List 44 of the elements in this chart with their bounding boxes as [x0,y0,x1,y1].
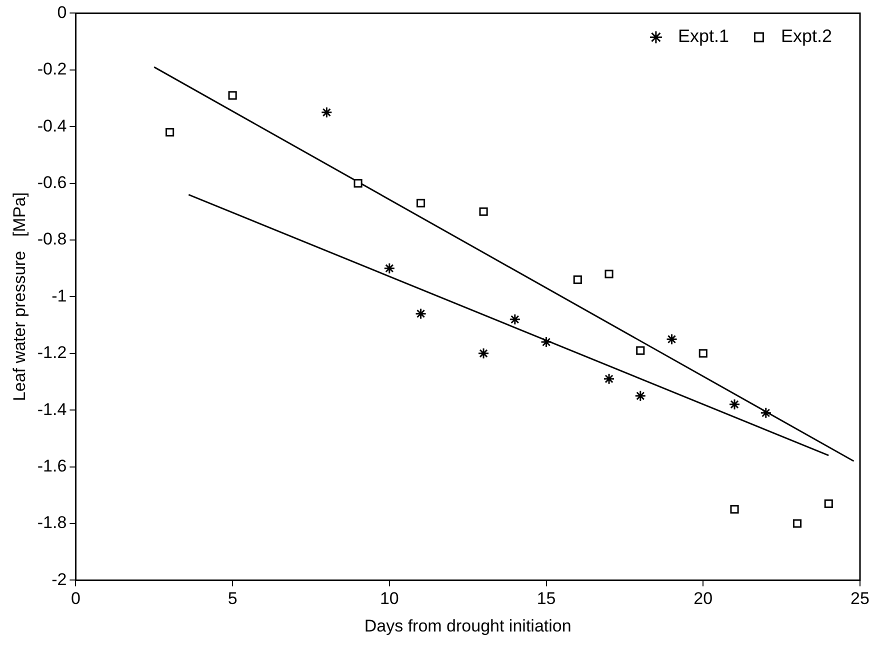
point [415,308,427,320]
point [698,349,708,358]
point [354,179,362,188]
point [636,346,645,355]
y-tick-label: -1 [52,286,67,306]
x-tick-label: 10 [380,589,399,608]
x-tick-label: 0 [70,589,80,608]
point [666,333,678,345]
point [728,398,740,410]
y-axis-title: Leaf water pressure [MPa] [10,192,29,402]
point [540,336,552,348]
point [573,275,582,284]
point [824,499,833,508]
legend-label: Expt.2 [780,26,832,46]
point [730,505,739,514]
legend-label: Expt.1 [678,26,729,46]
y-tick-label: -1.6 [37,456,67,476]
point [760,407,772,419]
point [478,348,490,360]
y-tick-label: -0.8 [37,230,67,249]
x-tick-label: 15 [536,589,556,608]
point [603,373,615,385]
point [604,270,614,278]
y-tick-label: -1.4 [37,400,67,419]
y-tick-label: -1.2 [37,343,67,362]
point [479,207,488,216]
x-tick-label: 20 [694,589,713,608]
point [792,519,802,528]
y-tick-label: -0.4 [37,116,67,136]
point [509,314,521,326]
x-tick-label: 25 [850,589,870,608]
point [416,198,426,208]
y-tick-label: -1.8 [37,513,67,532]
y-tick-label: 0 [57,2,67,22]
point [634,390,646,402]
point [228,91,237,100]
x-axis-title: Days from drought initiation [364,616,572,636]
point [166,128,174,137]
point [384,262,396,274]
point [320,106,332,118]
y-tick-label: -2 [52,570,67,589]
x-tick-label: 5 [228,589,238,608]
y-tick-label: -0.6 [37,172,67,192]
y-tick-label: -0.2 [37,60,67,79]
